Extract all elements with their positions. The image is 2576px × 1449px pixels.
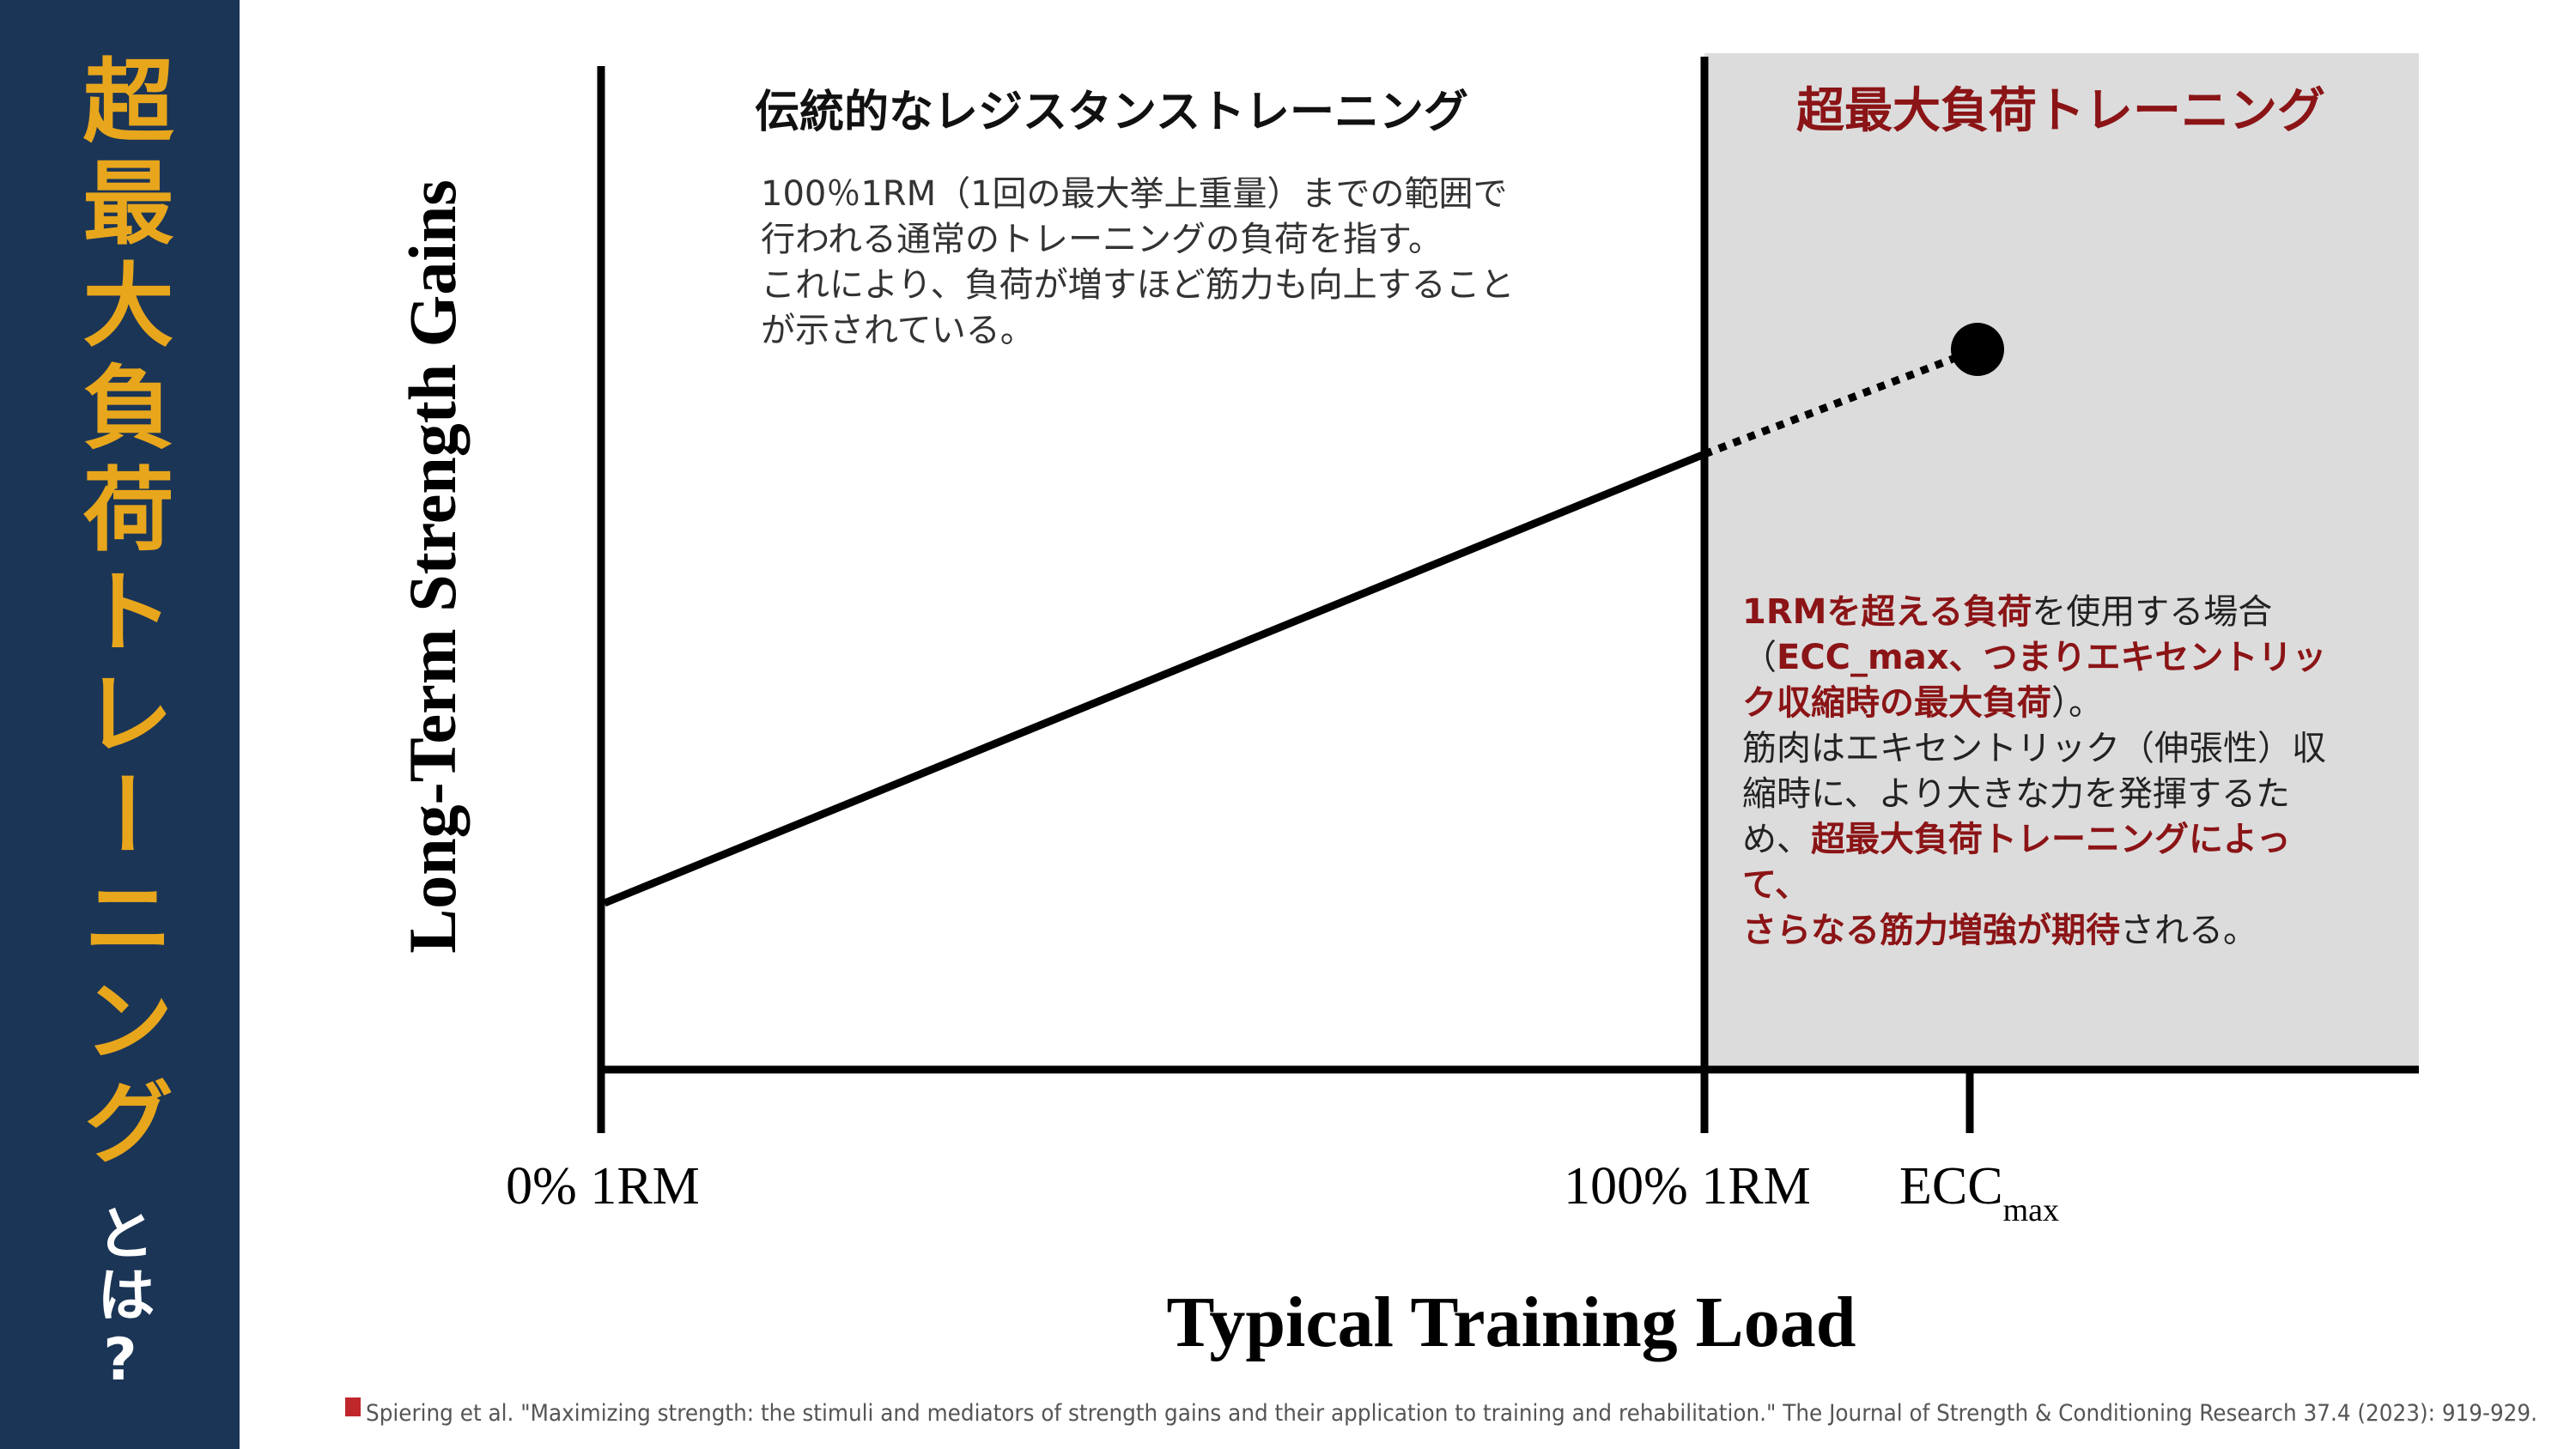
- right-heading: 超最大負荷トレーニング: [1796, 83, 2325, 139]
- right-body-line: 筋肉はエキセントリック（伸張性）収: [1742, 729, 2326, 768]
- supramaximal-zone: [1704, 53, 2419, 1070]
- sidebar-subtitle: とは?: [86, 1203, 155, 1397]
- left-body-line: これにより、負荷が増すほど筋力も向上すること: [761, 265, 1515, 305]
- emphasis-text: て、: [1742, 865, 1809, 905]
- tick-text: 0% 1RM: [506, 1157, 700, 1216]
- right-body-line: 縮時に、より大きな力を発揮するた: [1742, 774, 2290, 814]
- tick-text: ECC: [1899, 1157, 2003, 1216]
- strength-line: [603, 450, 1706, 907]
- ecc-max-point: [1951, 323, 2004, 376]
- right-body-line: さらなる筋力増強が期待される。: [1742, 911, 2257, 950]
- sidebar-title: 超最大負荷トレーニング: [67, 53, 173, 1177]
- right-body-line: （ECC_max、つまりエキセントリッ: [1742, 638, 2327, 677]
- body-text: （: [1742, 638, 1777, 677]
- tick-text: 100% 1RM: [1564, 1157, 1811, 1216]
- projected-line: [1703, 349, 1968, 458]
- right-body-line: め、超最大負荷トレーニングによっ: [1742, 820, 2291, 859]
- body-text: ）。: [2051, 683, 2103, 723]
- left-body-line: 行われる通常のトレーニングの負荷を指す。: [761, 220, 1443, 259]
- body-text: 縮時に、より大きな力を発揮するた: [1742, 774, 2290, 814]
- emphasis-text: ECC_max、つまりエキセントリッ: [1777, 638, 2327, 677]
- left-body-line: が示されている。: [761, 311, 1035, 350]
- body-text: を使用する場合: [2032, 592, 2272, 632]
- emphasis-text: 1RMを超える負荷: [1742, 592, 2032, 632]
- emphasis-text: 超最大負荷トレーニングによっ: [1811, 820, 2291, 859]
- right-body-line: ク収縮時の最大負荷）。: [1742, 683, 2103, 723]
- citation: Spiering et al. "Maximizing strength: th…: [366, 1400, 2537, 1427]
- emphasis-text: さらなる筋力増強が期待: [1742, 911, 2120, 950]
- sidebar: 超最大負荷トレーニング とは?: [0, 0, 240, 1449]
- left-body-line: 100％1RM（1回の最大挙上重量）までの範囲で: [761, 174, 1508, 214]
- right-body-line: 1RMを超える負荷を使用する場合: [1742, 592, 2272, 632]
- body-text: 筋肉はエキセントリック（伸張性）収: [1742, 729, 2326, 768]
- emphasis-text: ク収縮時の最大負荷: [1742, 683, 2051, 723]
- body-text: される。: [2120, 911, 2257, 950]
- citation-icon: [345, 1397, 361, 1416]
- y-axis-label: Long-Term Strength Gains: [395, 179, 470, 953]
- x-tick-label: 0% 1RM: [506, 1157, 700, 1216]
- axes: [597, 57, 2419, 1133]
- right-body-line: て、: [1742, 865, 1809, 905]
- body-text: め、: [1742, 820, 1811, 859]
- left-heading: 伝統的なレジスタンストレーニング: [755, 87, 1468, 138]
- x-tick-label: ECCmax: [1899, 1157, 2059, 1228]
- x-axis-label: Typical Training Load: [1167, 1282, 1856, 1362]
- x-tick-label: 100% 1RM: [1564, 1157, 1811, 1216]
- tick-subscript: max: [2003, 1192, 2059, 1228]
